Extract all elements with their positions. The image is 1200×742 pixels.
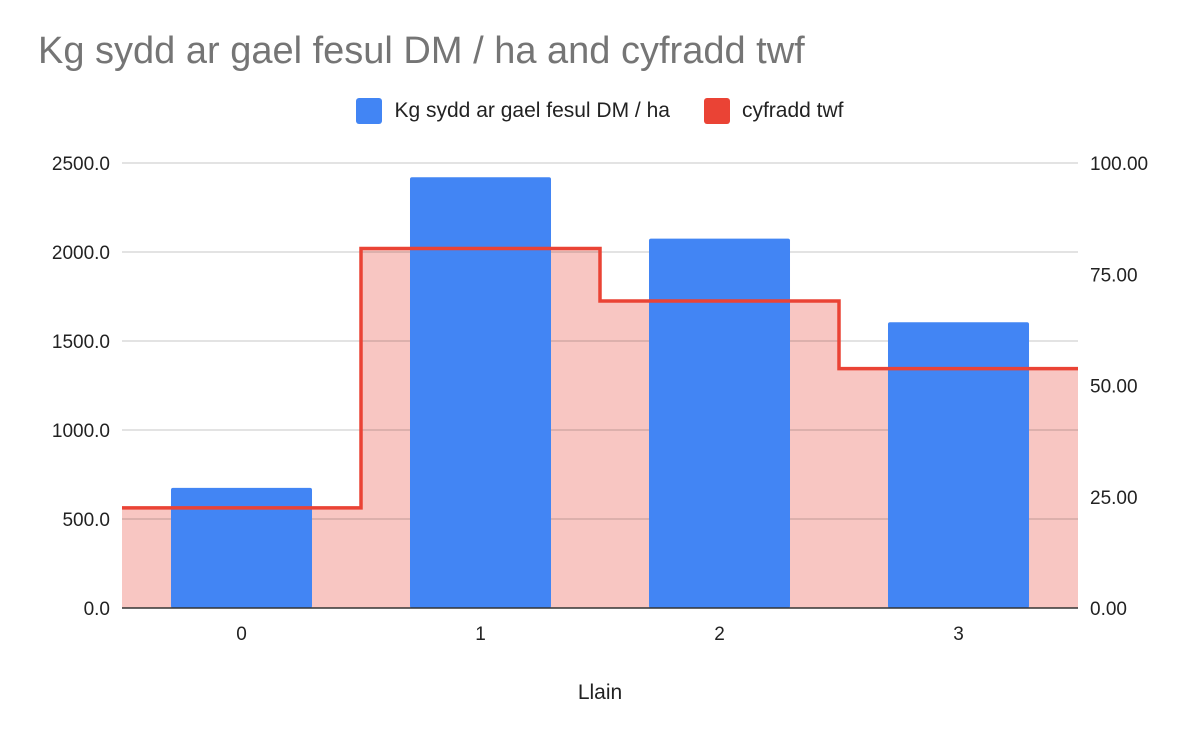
legend-swatch-bars xyxy=(356,98,383,124)
x-tick-label: 2 xyxy=(714,624,725,645)
y-tick-label: 1000.0 xyxy=(52,421,110,442)
stepped-line xyxy=(122,246,1078,510)
y-right-tick-label: 25.00 xyxy=(1090,488,1138,509)
y-tick-label: 2000.0 xyxy=(52,243,110,264)
legend-label-line: cyfradd twf xyxy=(741,99,844,122)
y-right-tick-label: 100.00 xyxy=(1090,154,1148,175)
y-tick-label: 0.0 xyxy=(84,599,110,620)
y-tick-label: 1500.0 xyxy=(52,332,110,353)
legend-label-bars: Kg sydd ar gael fesul DM / ha xyxy=(394,99,670,122)
legend-swatch-line xyxy=(703,98,730,124)
bar xyxy=(170,487,313,608)
chart-title: Kg sydd ar gael fesul DM / ha and cyfrad… xyxy=(38,30,805,72)
x-tick-label: 1 xyxy=(475,624,486,645)
x-tick-label: 3 xyxy=(953,624,964,645)
y-tick-label: 500.0 xyxy=(62,510,110,531)
legend-item-line[interactable]: cyfradd twf xyxy=(703,98,844,124)
bar xyxy=(409,177,552,609)
bar xyxy=(648,238,791,608)
legend-item-bars[interactable]: Kg sydd ar gael fesul DM / ha xyxy=(356,98,670,124)
y-tick-label: 2500.0 xyxy=(52,154,110,175)
y-right-tick-label: 50.00 xyxy=(1090,377,1138,398)
y-right-tick-label: 75.00 xyxy=(1090,265,1138,286)
y-right-tick-label: 0.00 xyxy=(1090,599,1127,620)
bar xyxy=(887,322,1030,608)
x-axis-title: Llain xyxy=(578,681,622,704)
x-tick-label: 0 xyxy=(236,624,247,645)
legend: Kg sydd ar gael fesul DM / ha cyfradd tw… xyxy=(0,98,1200,124)
